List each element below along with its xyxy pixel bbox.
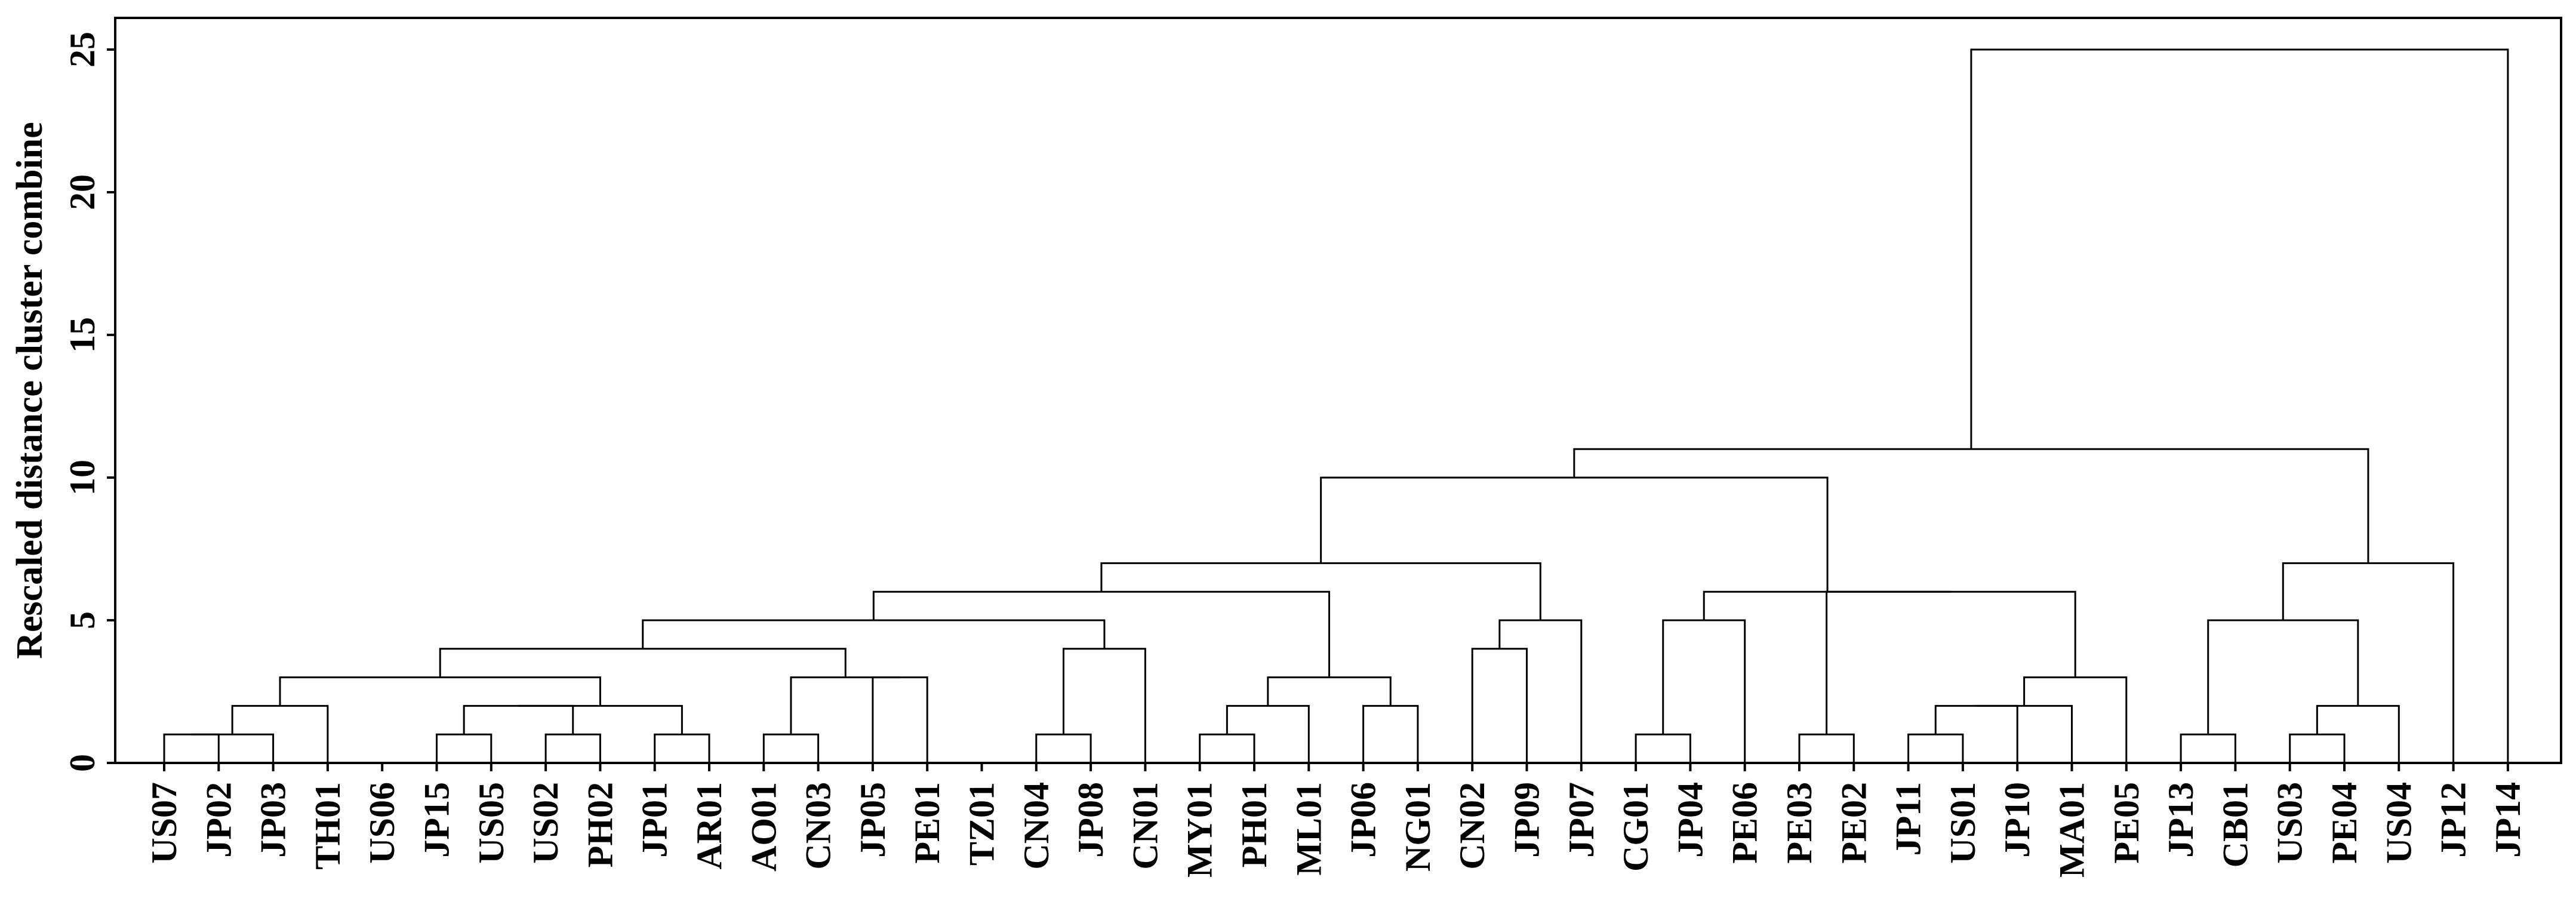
leaf-label: MY01 [1180, 782, 1220, 878]
cluster-link [1976, 704, 2073, 763]
leaf-label: CN04 [1017, 782, 1056, 870]
y-tick-label: 0 [63, 754, 102, 772]
cluster-link [1703, 590, 1951, 620]
leaf-label: US02 [526, 782, 565, 864]
leaf-label: ML01 [1289, 782, 1328, 876]
cluster-link [872, 676, 928, 763]
y-tick-label: 25 [63, 32, 102, 67]
leaf-label: JP03 [254, 782, 293, 858]
cluster-link [1362, 704, 1419, 763]
leaf-label: JP11 [1889, 782, 1928, 855]
cluster-link [279, 676, 601, 706]
leaf-label: CN01 [1125, 782, 1165, 870]
cluster-link [2289, 733, 2346, 763]
leaf-label: PE06 [1725, 782, 1765, 864]
leaf-label: JP04 [1670, 782, 1710, 858]
cluster-link [1062, 648, 1146, 763]
leaf-label: US06 [362, 782, 402, 864]
leaf-label: JP06 [1344, 782, 1383, 858]
cluster-link [1035, 733, 1092, 763]
cluster-link [1970, 48, 2509, 763]
leaf-label: JP12 [2434, 782, 2473, 858]
leaf-label: JP05 [853, 782, 892, 858]
leaf-labels: US07 JP02 JP03 TH01 US06 JP15 US05 US02 PH02 JP01… [144, 763, 2528, 878]
cluster-link [518, 704, 683, 735]
cluster-link [2180, 733, 2236, 763]
cluster-link [436, 733, 493, 763]
cluster-link [1498, 619, 1583, 763]
leaf-label: JP08 [1071, 782, 1110, 858]
cluster-link [1573, 448, 2369, 564]
cluster-link [654, 733, 710, 763]
leaf-label: NG01 [1398, 782, 1438, 872]
cluster-link [463, 704, 574, 735]
leaf-label: CG01 [1616, 782, 1655, 872]
leaf-label: PE04 [2325, 782, 2364, 864]
leaf-label: US05 [472, 782, 511, 864]
y-tick-label: 15 [63, 317, 102, 353]
cluster-link [762, 733, 820, 763]
cluster-link [544, 733, 601, 763]
cluster-link [1662, 619, 1746, 763]
cluster-link [1826, 590, 2076, 735]
y-axis: 0 5 10 15 20 25 [63, 32, 115, 772]
leaf-label: JP02 [199, 782, 238, 858]
leaf-label: US07 [144, 782, 184, 864]
cluster-link [642, 619, 1106, 649]
leaf-label: JP10 [1998, 782, 2037, 858]
cluster-link [1798, 733, 1855, 763]
leaf-label: JP09 [1507, 782, 1547, 858]
leaf-label: PH02 [580, 782, 620, 867]
leaf-label: CN03 [799, 782, 838, 870]
y-tick-label: 10 [63, 460, 102, 495]
leaf-label: JP14 [2488, 782, 2528, 858]
leaf-label: PE05 [2107, 782, 2146, 864]
cluster-link [1635, 733, 1691, 763]
leaf-label: PE01 [907, 782, 947, 864]
leaf-label: PH01 [1235, 782, 1274, 867]
leaf-label: CN02 [1452, 782, 1492, 870]
cluster-link [191, 733, 275, 763]
leaf-label: JP07 [1562, 782, 1601, 858]
leaf-label: TH01 [308, 782, 347, 870]
leaf-label: JP01 [635, 782, 675, 858]
leaf-label: MA01 [2052, 782, 2092, 878]
cluster-link [439, 648, 847, 678]
leaf-label: PE03 [1780, 782, 1819, 864]
cluster-link [2023, 676, 2128, 763]
y-tick-label: 5 [63, 611, 102, 629]
cluster-link [1320, 476, 1829, 592]
plot-frame [114, 17, 2562, 764]
y-tick-label: 20 [63, 174, 102, 210]
cluster-link [1471, 648, 1528, 763]
leaf-label: CB01 [2215, 782, 2255, 867]
cluster-link [1267, 676, 1392, 706]
leaf-label: JP15 [417, 782, 457, 858]
leaf-label: US04 [2379, 782, 2418, 864]
cluster-link [163, 733, 220, 763]
y-axis-title: Rescaled distance cluster combine [10, 122, 50, 658]
leaf-label: TZ01 [962, 782, 1002, 866]
leaf-label: US03 [2270, 782, 2310, 864]
leaf-label: US01 [1943, 782, 1983, 864]
leaf-label: JP13 [2161, 782, 2200, 858]
cluster-link [2282, 562, 2455, 763]
cluster-link [2207, 619, 2359, 735]
leaf-label: AR01 [690, 782, 729, 870]
leaf-label: PE02 [1834, 782, 1873, 864]
cluster-link [790, 676, 900, 735]
leaf-label: AO01 [744, 782, 783, 872]
cluster-link [872, 590, 1331, 678]
cluster-link [1199, 733, 1255, 763]
cluster-link [1907, 733, 1964, 763]
dendrogram-links [163, 48, 2509, 763]
